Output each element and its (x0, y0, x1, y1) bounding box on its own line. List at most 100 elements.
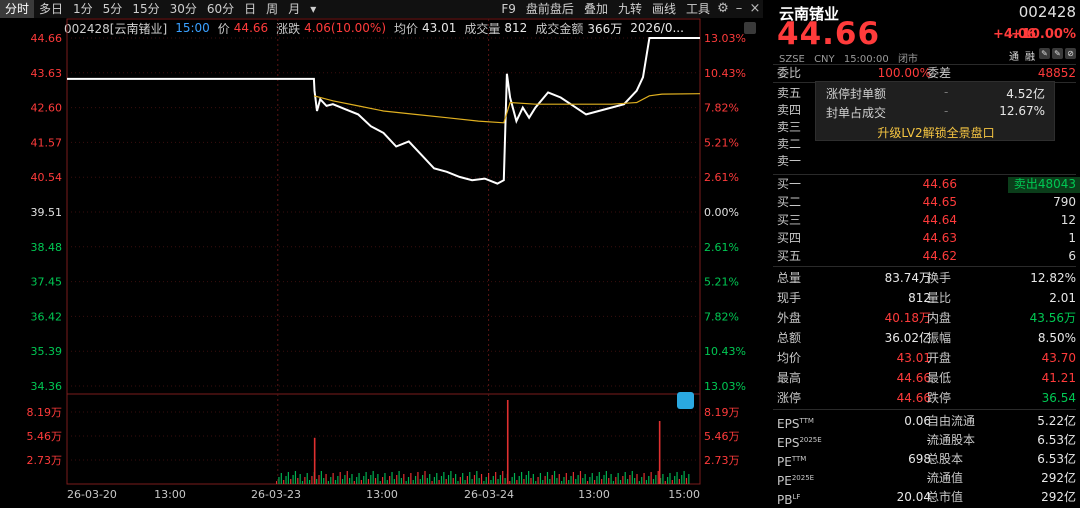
volume-bar (396, 475, 398, 484)
tool-button-3[interactable]: 九转 (617, 2, 642, 16)
volume-bar (685, 478, 688, 484)
bid-qty: 卖出48043 (1013, 177, 1076, 191)
tab-period-0[interactable]: 分时 (0, 0, 35, 18)
bid-label: 买四 (777, 231, 802, 245)
tool-button-4[interactable]: 画线 (651, 2, 676, 16)
tab-period-7[interactable]: 日 (244, 2, 257, 16)
tab-period-9[interactable]: 月 (288, 2, 301, 16)
y-tick-left: 38.48 (31, 241, 63, 254)
stat-value: 36.54 (1041, 391, 1076, 405)
stat-value: 12.82% (1030, 271, 1076, 285)
quote-meta: SZSE CNY 15:00:00 闭市 (779, 50, 924, 65)
avg-price-line (313, 93, 701, 124)
tool-button-2[interactable]: 叠加 (583, 2, 608, 16)
volume-bar (492, 476, 494, 484)
ask-label: 卖四 (777, 103, 802, 117)
volume-bar (339, 472, 341, 484)
fundamental-label-main: PE (777, 474, 792, 488)
volume-bar (370, 475, 372, 484)
volume-bar (316, 479, 318, 484)
volume-bar (648, 476, 650, 484)
vol-tick-left: 5.46万 (27, 430, 63, 443)
tab-period-1[interactable]: 多日 (39, 2, 64, 16)
volume-bar (485, 477, 487, 484)
tab-period-8[interactable]: 周 (266, 2, 279, 16)
fundamental-value: 0.06 (904, 414, 931, 428)
close-icon[interactable]: × (749, 1, 761, 16)
minimize-icon[interactable]: – (735, 1, 743, 16)
fundamental-value: 698 (908, 452, 931, 466)
volume-bar (657, 471, 659, 484)
volume-bar (553, 471, 556, 484)
intraday-chart[interactable]: 44.66 13.03% 43.63 10.43% 42.60 7.82% 41.57 5.2… (0, 0, 763, 508)
info-price-label: 价 (217, 21, 230, 36)
vol-tick-left: 2.73万 (27, 454, 63, 467)
bid-row[interactable]: 买四 44.63 1 (777, 230, 1076, 247)
volume-bar (459, 477, 461, 484)
bid-price: 44.62 (922, 249, 957, 263)
volume-bar (287, 472, 289, 484)
ban-icon[interactable]: ⊘ (1065, 48, 1076, 59)
volume-bar (542, 480, 544, 484)
volume-bar (631, 471, 633, 484)
info-amt-label: 成交金额 (535, 21, 584, 36)
fundamental-label: 总市值 (927, 490, 964, 504)
volume-bar (626, 479, 629, 484)
volume-bar (570, 476, 572, 484)
volume-bar (681, 475, 683, 484)
tab-period-3[interactable]: 5分 (102, 2, 123, 16)
tab-period-4[interactable]: 15分 (132, 2, 160, 16)
note-icon[interactable]: ✎ (1052, 48, 1063, 59)
fundamental-value: 20.04 (896, 490, 931, 504)
fundamental-value: 6.53亿 (1037, 433, 1076, 447)
volume-bar (612, 481, 615, 484)
tab-period-5[interactable]: 30分 (169, 2, 197, 16)
stat-value: 2.01 (1049, 291, 1076, 305)
tool-button-0[interactable]: F9 (501, 2, 516, 16)
period-dropdown[interactable]: ▾ (310, 2, 317, 16)
bid-label: 买二 (777, 195, 802, 209)
ask-row: 卖三 (777, 119, 1076, 136)
volume-bar (601, 479, 603, 484)
volume-bar (452, 478, 454, 484)
fundamental-label-sup: LF (792, 493, 801, 501)
divider (773, 64, 1076, 65)
bid-row[interactable]: 买五 44.62 6 (777, 248, 1076, 265)
edit-icon[interactable]: ✎ (1039, 48, 1050, 59)
sell-highlight (1008, 177, 1080, 193)
volume-bar (407, 477, 410, 484)
volume-bar (365, 472, 367, 484)
stat-value: 43.70 (1041, 351, 1076, 365)
volume-bar (466, 476, 468, 484)
quote-time: 15:00:00 (843, 54, 889, 65)
last-price: 44.66 (777, 16, 881, 52)
tab-period-2[interactable]: 1分 (73, 2, 93, 16)
bid-row[interactable]: 买三 44.64 12 (777, 212, 1076, 229)
chart-area[interactable]: 分时 多日 1分 5分 15分 30分 60分日周月 ▾ F9 盘前盘后 叠加 九转 画线 工具 ⚙ – × 0… (0, 0, 763, 508)
divider (773, 409, 1076, 410)
stat-label: 量比 (927, 291, 952, 305)
volume-bar (561, 481, 563, 484)
volume-bar (598, 472, 600, 484)
volume-bar (667, 477, 669, 484)
volume-bar (363, 476, 365, 484)
tool-button-1[interactable]: 盘前盘后 (525, 2, 574, 16)
upgrade-lv2-link[interactable]: 升级LV2解锁全景盘口 (877, 126, 995, 140)
fundamental-label-sup: TTM (791, 455, 807, 463)
volume-bar (306, 473, 308, 484)
volume-bar (438, 480, 440, 484)
tab-period-6[interactable]: 60分 (206, 2, 235, 16)
gear-icon[interactable]: ⚙ (717, 1, 729, 16)
volume-bar (641, 477, 643, 484)
fundamental-label: EPS2025E (777, 432, 822, 452)
volume-bar (377, 474, 379, 484)
bid-row[interactable]: 买二 44.65 790 (777, 194, 1076, 211)
volume-bar (586, 481, 589, 484)
tool-button-5[interactable]: 工具 (685, 2, 710, 16)
volume-bar (372, 471, 374, 484)
volume-bar (297, 478, 299, 484)
stat-value: 43.01 (896, 351, 931, 365)
export-icon (744, 22, 756, 34)
volume-bar (292, 475, 294, 484)
bid-row[interactable]: 买一 44.66 卖出48043 (777, 176, 1076, 193)
